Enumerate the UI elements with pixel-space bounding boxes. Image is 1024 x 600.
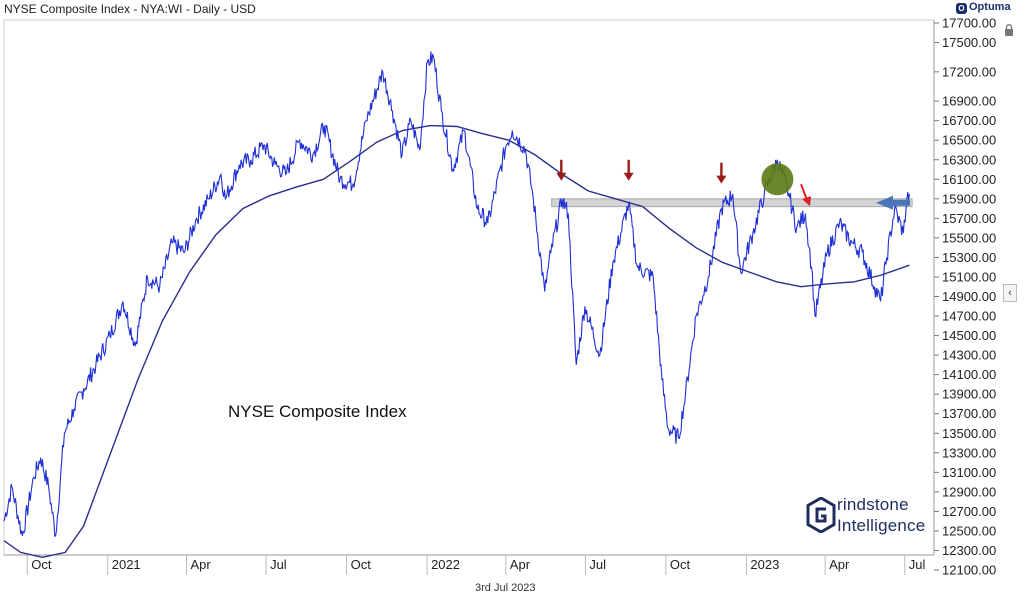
x-tick-label: 2023	[750, 557, 779, 572]
breakdown-arrow-shaft	[800, 183, 808, 201]
watermark-line2: Intelligence	[837, 516, 926, 535]
moving-average-layer	[3, 124, 910, 559]
watermark-line1: rindstone	[837, 495, 909, 514]
price-pointer-head	[876, 195, 893, 210]
x-tick-label: Oct	[351, 557, 372, 572]
optuma-brand: O Optuma	[956, 1, 1011, 14]
x-tick-label: 2021	[112, 557, 141, 572]
y-tick-label: 17500.00	[942, 35, 996, 50]
y-tick-label: 17700.00	[942, 16, 996, 31]
y-tick-label: 16100.00	[942, 172, 996, 187]
y-tick-label: 15500.00	[942, 230, 996, 245]
y-tick-label: 15900.00	[942, 191, 996, 206]
y-tick-label: 13100.00	[942, 465, 996, 480]
y-tick-label: 15300.00	[942, 250, 996, 265]
resistance-arrow-head	[716, 175, 727, 184]
y-tick-label: 16700.00	[942, 113, 996, 128]
lock-icon[interactable]	[1002, 23, 1016, 37]
y-tick-label: 14700.00	[942, 309, 996, 324]
breakdown-arrow-head	[802, 196, 812, 207]
x-tick-label: 2022	[431, 557, 460, 572]
markers-layer	[556, 159, 910, 210]
plot-frame	[3, 19, 935, 556]
resistance-band	[551, 198, 913, 208]
y-tick-label: 12500.00	[942, 523, 996, 538]
x-tick-label: Apr	[510, 557, 531, 572]
y-tick-label: 13300.00	[942, 445, 996, 460]
grindstone-watermark: rindstone Intelligence	[806, 494, 946, 540]
x-tick-label: Oct	[31, 557, 52, 572]
x-tick-label: Jul	[270, 557, 287, 572]
y-tick-label: 13900.00	[942, 387, 996, 402]
collapse-handle[interactable]: ‹	[1003, 284, 1017, 302]
y-tick-label: 14900.00	[942, 289, 996, 304]
x-axis-ticks: Oct 2021 Apr Jul Oct 2022 Apr Jul Oct 2023 Apr Jul	[26, 555, 926, 575]
peak-highlight-circle	[761, 163, 794, 196]
optuma-logo-icon: O	[956, 3, 967, 14]
resistance-arrow-head	[556, 172, 567, 181]
x-tick-label: Apr	[190, 557, 211, 572]
chart-title: NYSE Composite Index - NYA:WI - Daily - …	[4, 2, 256, 16]
price-line	[3, 51, 911, 537]
x-tick-label: Jul	[589, 557, 606, 572]
x-tick-label: Apr	[829, 557, 850, 572]
y-tick-label: 16900.00	[942, 94, 996, 109]
y-tick-label: 13500.00	[942, 426, 996, 441]
grindstone-logo-icon	[806, 497, 836, 533]
moving-average-line	[3, 124, 910, 559]
y-tick-label: 12900.00	[942, 484, 996, 499]
y-tick-label: 14100.00	[942, 367, 996, 382]
y-axis-ticks: 17700.00 17500.00 17200.00 16900.00 16700.00…	[934, 16, 996, 578]
y-tick-label: 15100.00	[942, 269, 996, 284]
price-layer	[3, 51, 911, 537]
y-tick-label: 16300.00	[942, 152, 996, 167]
y-tick-label: 12300.00	[942, 543, 996, 558]
resistance-arrow-head	[623, 172, 634, 181]
y-tick-label: 15700.00	[942, 211, 996, 226]
y-tick-label: 16500.00	[942, 133, 996, 148]
y-tick-label: 12700.00	[942, 504, 996, 519]
chart-header: NYSE Composite Index - NYA:WI - Daily - …	[0, 0, 1024, 20]
y-tick-label: 14300.00	[942, 348, 996, 363]
price-pointer-shaft	[893, 199, 910, 206]
x-tick-label: Jul	[909, 557, 926, 572]
y-tick-label: 17200.00	[942, 64, 996, 79]
brand-label: Optuma	[969, 1, 1011, 13]
y-tick-label: 14500.00	[942, 328, 996, 343]
index-annotation: NYSE Composite Index	[228, 402, 407, 421]
date-stamp: 3rd Jul 2023	[475, 582, 536, 594]
x-tick-label: Oct	[670, 557, 691, 572]
y-tick-label: 12100.00	[942, 563, 996, 578]
y-tick-label: 13700.00	[942, 406, 996, 421]
